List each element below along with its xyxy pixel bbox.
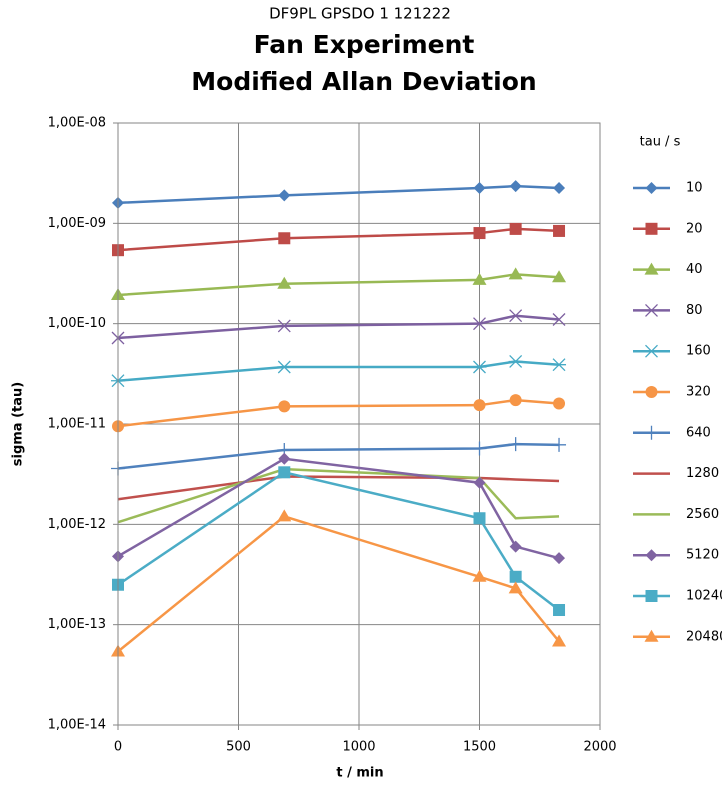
y-tick-label: 1,00E-08 [48, 116, 106, 131]
data-point [278, 466, 291, 479]
legend-label: 20 [686, 221, 703, 236]
x-tick-label: 2000 [583, 740, 616, 755]
legend-label: 10240 [686, 589, 722, 604]
x-tick-label: 500 [226, 740, 251, 755]
data-point [508, 355, 523, 368]
legend-marker [645, 222, 658, 235]
data-point [473, 317, 486, 331]
chart-title: Modified Allan Deviation [191, 67, 536, 96]
chart-title: Fan Experiment [254, 30, 475, 59]
legend-label: 10 [686, 181, 703, 196]
x-axis-label: t / min [336, 766, 383, 781]
y-tick-label: 1,00E-10 [48, 316, 106, 331]
data-point [278, 232, 291, 245]
data-point [473, 227, 486, 240]
legend-marker [645, 303, 658, 317]
data-point [473, 399, 486, 412]
x-tick-label: 1000 [342, 740, 375, 755]
legend-label: 320 [686, 385, 711, 400]
data-point [508, 437, 523, 452]
data-point [508, 581, 523, 594]
chart-subtitle: DF9PL GPSDO 1 121222 [269, 5, 451, 23]
legend-title: tau / s [640, 135, 681, 150]
data-point [552, 634, 567, 647]
legend-label: 640 [686, 425, 711, 440]
data-point [473, 181, 486, 194]
legend-label: 2560 [686, 507, 719, 522]
data-point [472, 360, 487, 374]
x-tick-label: 0 [114, 740, 122, 755]
data-point [552, 358, 567, 372]
legend-label: 1280 [686, 466, 719, 481]
data-point [472, 441, 487, 456]
legend-marker [645, 590, 658, 602]
legend-marker [644, 344, 659, 358]
data-point [277, 509, 292, 522]
data-point [278, 189, 291, 202]
data-point [509, 180, 522, 193]
y-axis-label: sigma (tau) [11, 382, 26, 466]
data-point [277, 319, 291, 333]
legend-marker [644, 425, 659, 440]
data-point [553, 604, 566, 617]
data-point [473, 476, 486, 489]
data-point [277, 360, 292, 374]
data-point [509, 394, 522, 407]
data-point [553, 552, 566, 565]
legend-label: 160 [686, 344, 711, 359]
legend-marker [644, 262, 659, 275]
data-point [552, 437, 567, 452]
data-point [277, 276, 292, 289]
x-tick-label: 1500 [463, 740, 496, 755]
legend-label: 40 [686, 262, 703, 277]
data-point [472, 272, 487, 285]
data-point [553, 397, 566, 410]
data-point [508, 267, 523, 280]
data-point [553, 181, 566, 194]
data-point [473, 512, 486, 525]
y-tick-label: 1,00E-12 [48, 517, 106, 532]
data-point [509, 222, 522, 235]
legend-label: 5120 [686, 548, 719, 563]
data-point [472, 569, 487, 582]
data-point [278, 400, 291, 413]
y-tick-label: 1,00E-09 [48, 216, 106, 231]
legend-marker [645, 182, 658, 194]
plot-border [117, 122, 601, 726]
data-point [278, 452, 291, 465]
data-point [552, 313, 566, 326]
data-point [552, 270, 567, 283]
y-tick-label: 1,00E-13 [48, 617, 106, 632]
y-tick-label: 1,00E-11 [48, 417, 106, 432]
y-tick-label: 1,00E-14 [48, 718, 106, 733]
data-point [553, 224, 566, 237]
data-point [509, 570, 522, 583]
legend-label: 20480 [686, 629, 722, 644]
data-point [509, 540, 522, 553]
legend-marker [644, 629, 659, 642]
legend-marker [645, 386, 658, 398]
legend-marker [645, 549, 658, 562]
data-point [509, 309, 523, 323]
legend-label: 80 [686, 303, 703, 318]
